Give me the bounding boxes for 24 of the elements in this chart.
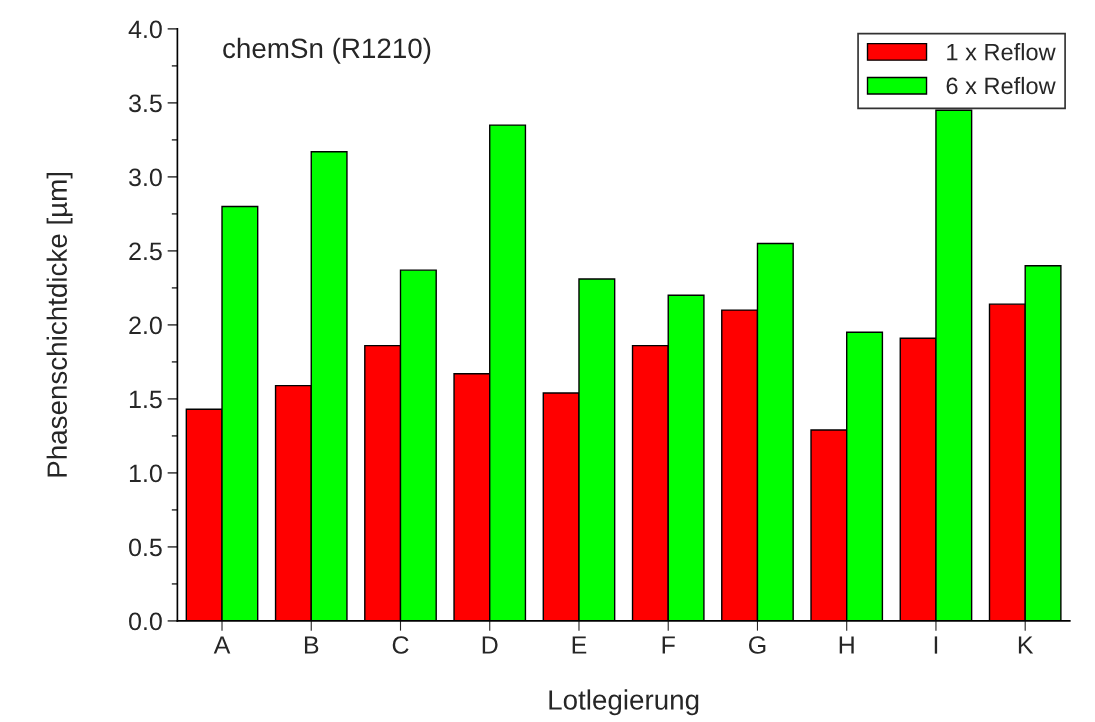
x-tick-label: K: [1018, 636, 1034, 654]
x-tick-label: E: [572, 636, 587, 654]
x-axis-title: Lotlegierung: [549, 689, 699, 716]
x-tick-label: D: [482, 636, 498, 654]
legend-label: 1 x Reflow: [947, 43, 1056, 61]
y-tick-label: 1.5: [129, 390, 162, 409]
y-tick-label: 0.0: [129, 612, 162, 631]
x-tick-label: B: [304, 636, 319, 654]
y-tick-label: 0.5: [129, 538, 162, 557]
y-tick-label: 3.0: [129, 168, 162, 187]
legend-label: 6 x Reflow: [946, 76, 1056, 95]
y-tick-label: 2.5: [129, 242, 162, 261]
y-tick-label: 3.5: [129, 94, 162, 113]
x-tick-label: C: [392, 636, 409, 654]
x-tick-label: H: [839, 636, 854, 654]
y-tick-label: 2.0: [129, 316, 162, 335]
x-tick-label: I: [934, 636, 938, 654]
y-tick-label: 1.0: [129, 464, 162, 483]
x-tick-label: A: [213, 636, 231, 654]
chart-title: chemSn (R1210): [223, 37, 431, 64]
y-axis-title: Phasenschichtdicke [µm]: [46, 172, 73, 477]
x-tick-label: F: [662, 636, 675, 654]
x-tick-label: G: [749, 636, 766, 654]
y-tick-label: 4.0: [128, 20, 162, 39]
